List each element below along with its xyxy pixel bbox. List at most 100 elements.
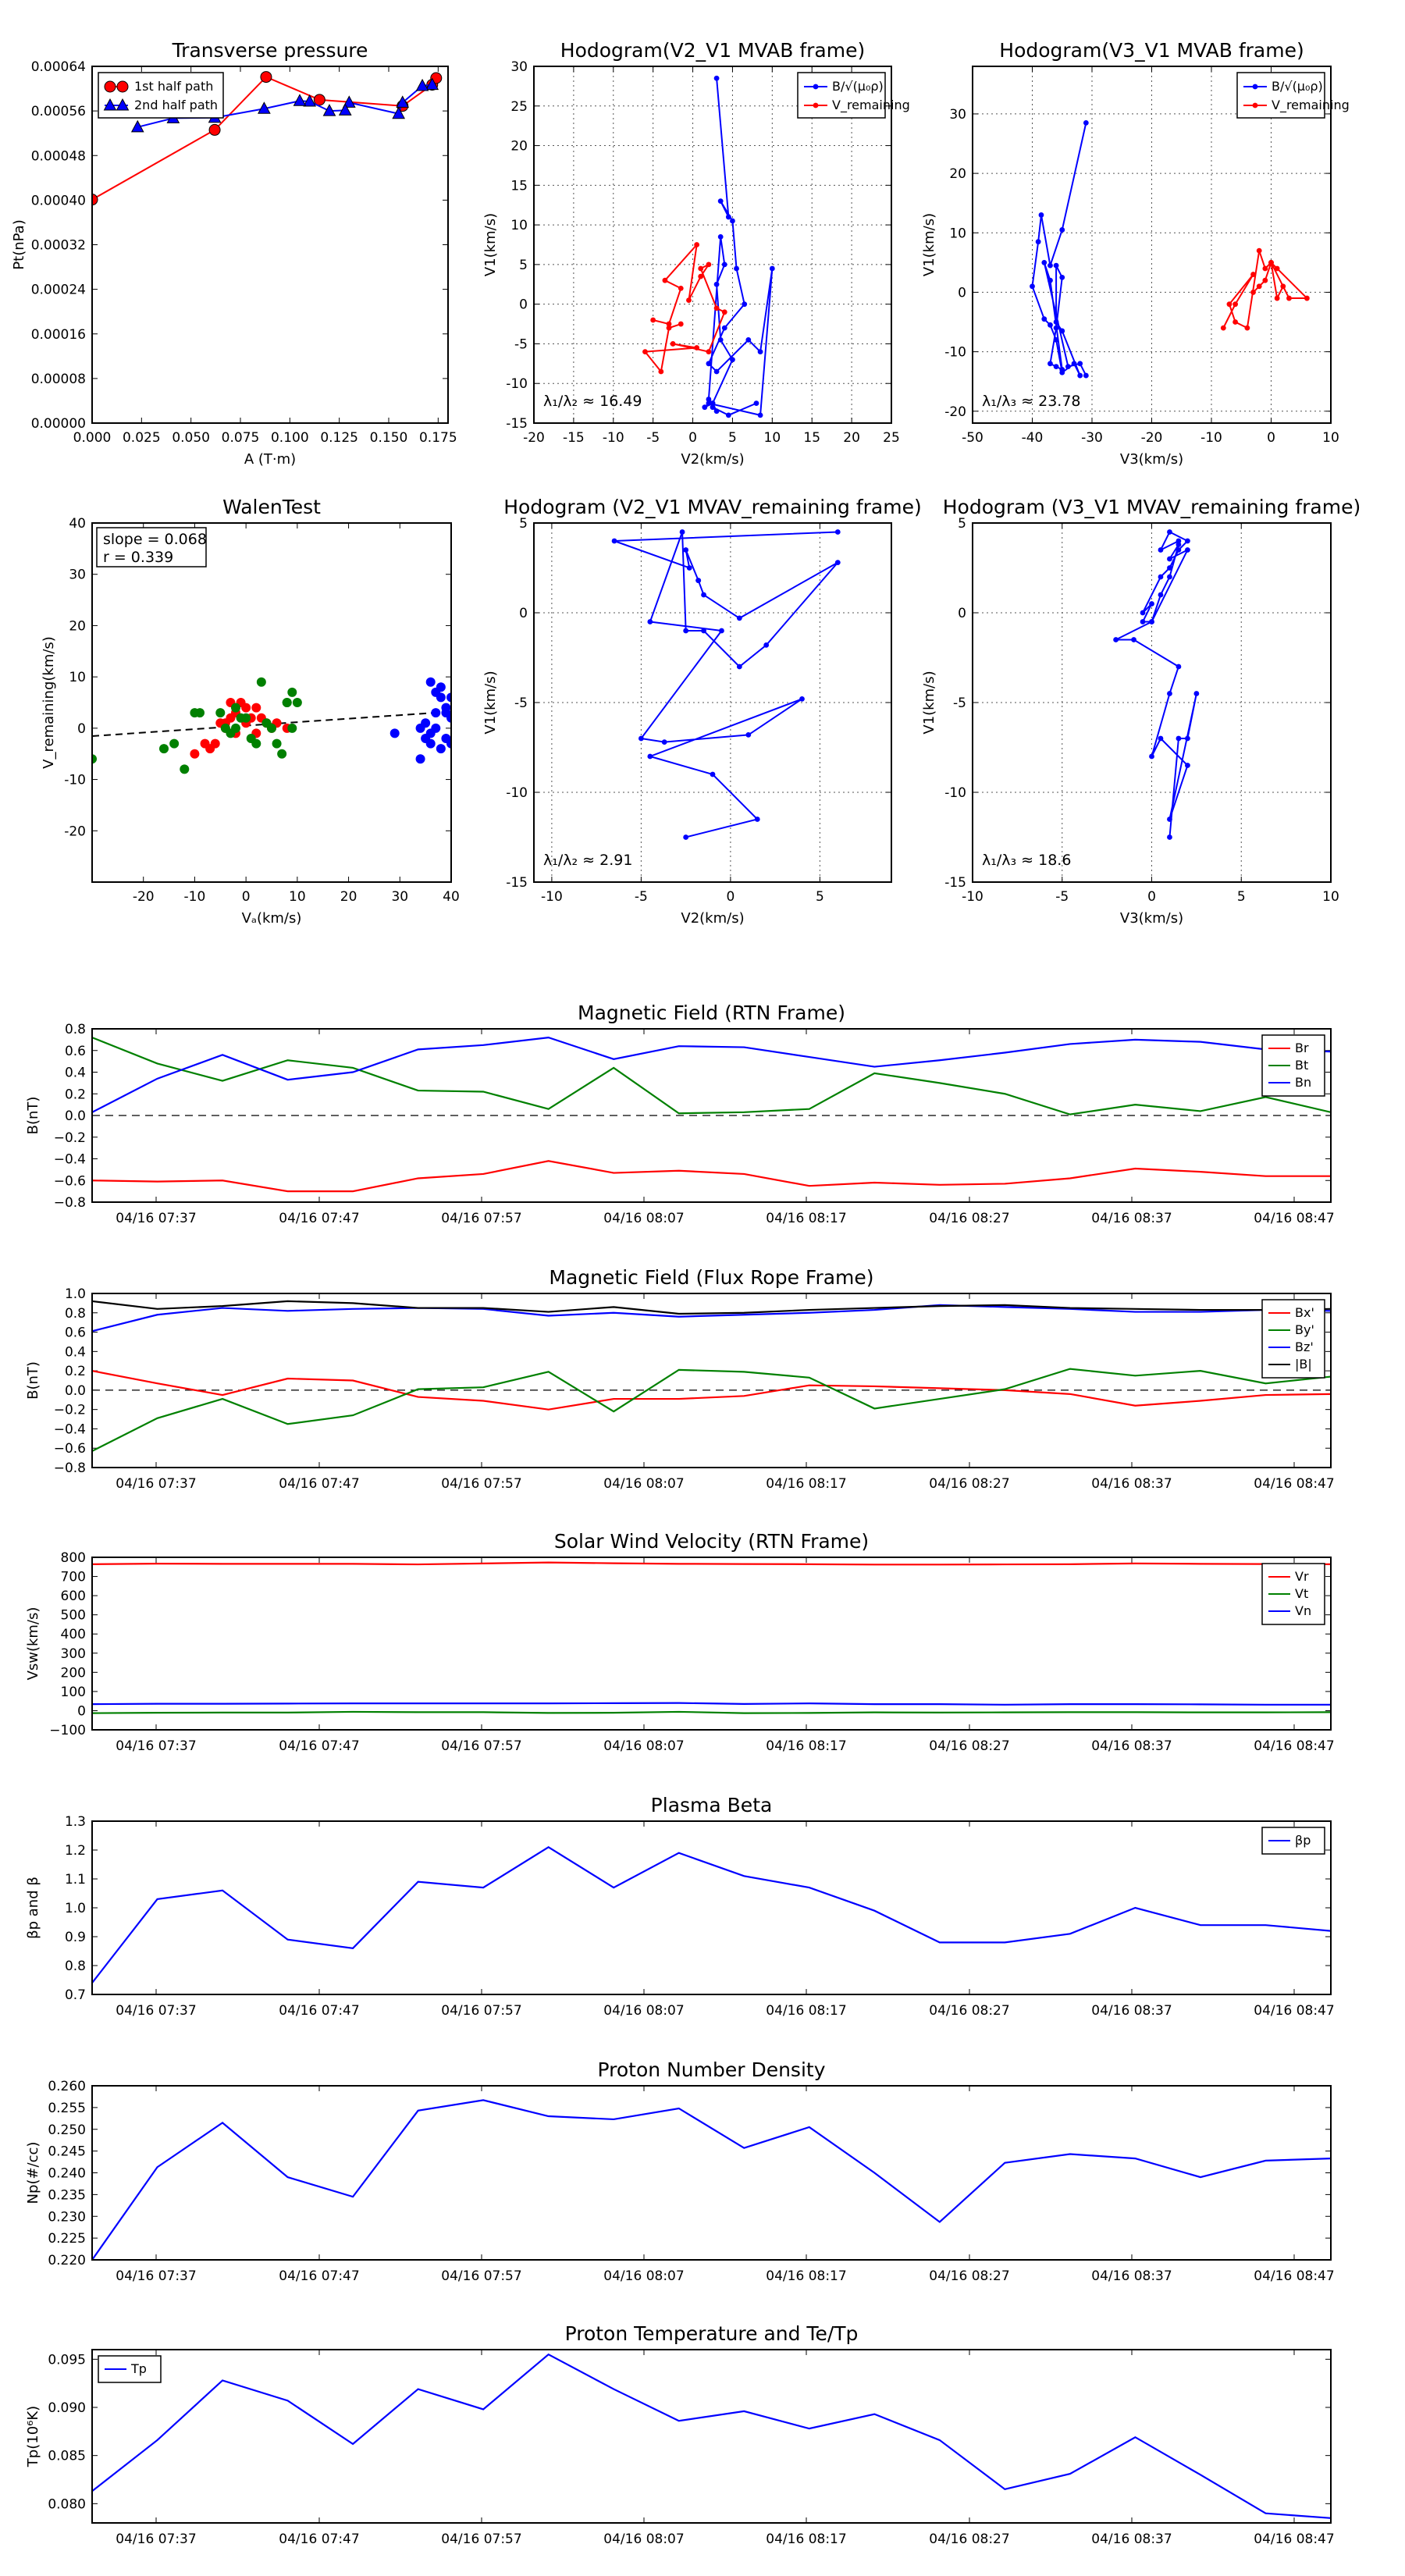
data-point bbox=[1083, 372, 1089, 379]
data-point bbox=[710, 404, 716, 411]
x-axis-label: V3(km/s) bbox=[1120, 910, 1183, 927]
series-layer bbox=[92, 1846, 1331, 1984]
y-tick-label: 100 bbox=[61, 1685, 86, 1700]
data-point bbox=[392, 106, 406, 119]
data-point bbox=[1113, 637, 1119, 642]
data-point bbox=[1232, 301, 1238, 308]
y-tick-label: 0.0 bbox=[65, 1108, 86, 1124]
data-point bbox=[713, 75, 720, 81]
series-layer bbox=[642, 75, 775, 418]
data-point bbox=[1140, 610, 1146, 616]
data-point bbox=[706, 397, 712, 402]
data-point bbox=[180, 764, 190, 774]
x-tick-label: 04/16 08:37 bbox=[1091, 1211, 1172, 1226]
data-point bbox=[1185, 547, 1190, 553]
legend-box bbox=[797, 72, 886, 119]
plot-frame bbox=[91, 2085, 1332, 2261]
plot-background bbox=[534, 66, 891, 423]
plot-background bbox=[92, 66, 448, 423]
data-point bbox=[642, 349, 648, 354]
x-tick-label: 10 bbox=[1322, 430, 1339, 446]
x-axis-label: V2(km/s) bbox=[681, 451, 744, 468]
data-point bbox=[251, 703, 261, 713]
y-tick-label: 0.220 bbox=[48, 2253, 86, 2268]
x-axis-label: A (T·m) bbox=[244, 451, 296, 468]
x-tick-label: 0 bbox=[688, 430, 697, 446]
x-tick-label: 04/16 07:47 bbox=[279, 2003, 359, 2019]
series-line-Np bbox=[92, 2099, 1331, 2260]
y-tick-label: 0 bbox=[519, 297, 528, 313]
ratio-annotation: λ₁/λ₂ ≈ 2.91 bbox=[543, 852, 632, 869]
data-point bbox=[679, 529, 685, 535]
x-tick-label: 5 bbox=[728, 430, 737, 446]
data-point bbox=[713, 305, 720, 311]
x-tick-label: 04/16 07:37 bbox=[116, 1211, 196, 1226]
data-point bbox=[1053, 364, 1059, 370]
data-point bbox=[721, 309, 727, 315]
legend: Vr Vt Vn bbox=[1261, 1563, 1325, 1625]
data-point bbox=[1030, 283, 1035, 290]
chart-vsw: 04/16 07:37 04/16 07:47 04/16 07:57 04/16 0… bbox=[25, 1530, 1335, 1754]
y-tick-label: 0.0 bbox=[65, 1383, 86, 1399]
data-point bbox=[1158, 547, 1164, 553]
data-point bbox=[694, 242, 700, 247]
data-point bbox=[1140, 619, 1146, 624]
data-point bbox=[1059, 274, 1065, 280]
x-tick-label: 04/16 08:07 bbox=[603, 1476, 684, 1492]
y-tick-label: 0 bbox=[77, 721, 86, 737]
series-line-Bn bbox=[92, 1036, 1331, 1113]
y-tick-label: -10 bbox=[944, 785, 966, 801]
y-tick-label: 0.080 bbox=[48, 2496, 86, 2512]
y-tick-label: 0.6 bbox=[65, 1325, 86, 1341]
data-point bbox=[661, 739, 667, 745]
x-tick-label: 04/16 08:37 bbox=[1091, 2003, 1172, 2019]
y-tick-label: −0.2 bbox=[54, 1403, 86, 1418]
x-tick-label: 04/16 08:07 bbox=[603, 1738, 684, 1754]
data-point bbox=[260, 71, 272, 84]
data-point bbox=[208, 123, 221, 136]
data-point bbox=[425, 728, 436, 738]
y-tick-label: 700 bbox=[61, 1570, 86, 1585]
x-tick-label: 10 bbox=[289, 889, 306, 905]
data-point bbox=[303, 94, 317, 107]
x-tick-label: 04/16 08:37 bbox=[1091, 1476, 1172, 1492]
y-axis-label: V1(km/s) bbox=[482, 671, 499, 734]
x-tick-label: 40 bbox=[443, 889, 460, 905]
y-tick-label: 0.9 bbox=[65, 1930, 86, 1945]
series-line-Vremaining bbox=[643, 242, 726, 374]
y-tick-label: 0.4 bbox=[65, 1066, 86, 1081]
y-tick-label: 0.00064 bbox=[31, 59, 86, 75]
data-point bbox=[338, 103, 352, 116]
data-point bbox=[1048, 277, 1053, 283]
data-point bbox=[710, 771, 716, 777]
y-tick-label: −0.4 bbox=[54, 1152, 86, 1168]
series-line-Vt bbox=[92, 1710, 1331, 1714]
legend-label: Bx' bbox=[1295, 1305, 1314, 1320]
data-point bbox=[205, 744, 215, 754]
data-point bbox=[1232, 319, 1238, 325]
data-point bbox=[1193, 691, 1200, 696]
x-tick-label: 0 bbox=[1147, 889, 1156, 905]
x-tick-label: 04/16 08:27 bbox=[929, 2532, 1009, 2547]
y-tick-label: 0.255 bbox=[48, 2101, 86, 2116]
data-point bbox=[446, 738, 451, 749]
data-point bbox=[1262, 277, 1268, 283]
chart-title: Hodogram (V3_V1 MVAV_remaining frame) bbox=[943, 496, 1361, 518]
data-point bbox=[753, 400, 759, 407]
x-tick-label: 04/16 08:47 bbox=[1254, 1211, 1334, 1226]
data-point bbox=[322, 104, 336, 116]
y-tick-label: −100 bbox=[49, 1723, 86, 1738]
series-line-Bx bbox=[92, 1370, 1331, 1411]
data-point bbox=[730, 218, 735, 224]
y-tick-label: 10 bbox=[510, 218, 528, 233]
legend-marker bbox=[813, 84, 819, 90]
y-tick-label: -5 bbox=[514, 336, 528, 352]
x-tick-label: 04/16 08:47 bbox=[1254, 2003, 1334, 2019]
series-line-Tp bbox=[92, 2353, 1331, 2519]
legend-label: V_remaining bbox=[1272, 98, 1350, 113]
plot-frame bbox=[91, 1820, 1332, 1995]
data-point bbox=[1149, 601, 1154, 607]
data-point bbox=[717, 233, 724, 240]
series-layer bbox=[92, 1300, 1331, 1452]
